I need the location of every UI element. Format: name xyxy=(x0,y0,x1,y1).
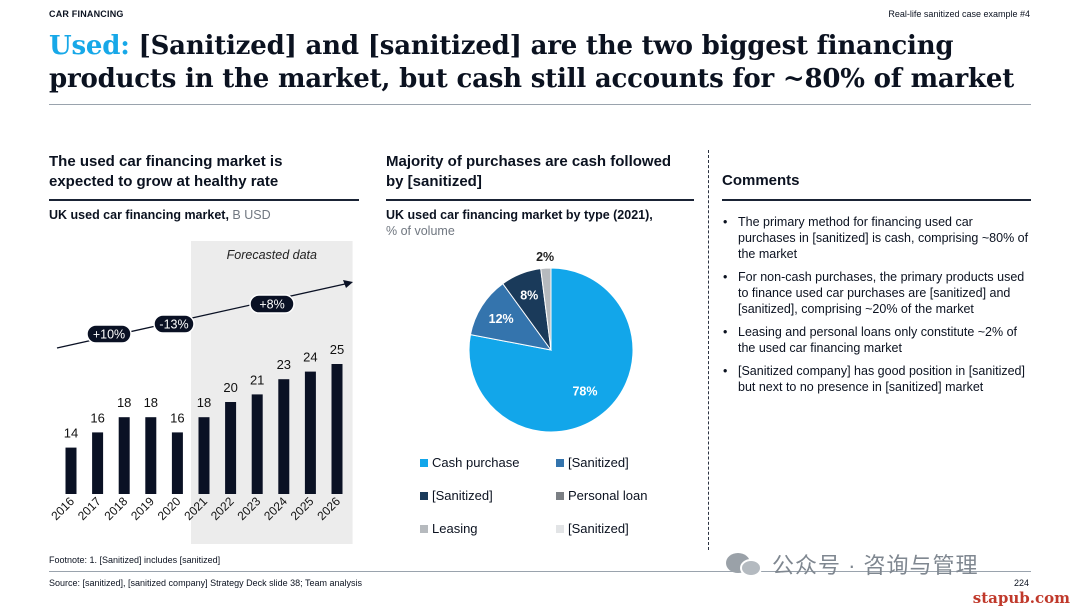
growth-badge-label: +10% xyxy=(93,328,125,342)
pie-slice-label: 78% xyxy=(572,385,597,399)
bar-chart-subtitle: UK used car financing market, B USD xyxy=(49,207,359,223)
comment-item: [Sanitized company] has good position in… xyxy=(722,363,1032,395)
legend-item: Cash purchase xyxy=(420,455,519,470)
bar-chart-subtitle-bold: UK used car financing market, xyxy=(49,208,229,222)
x-tick-label: 2020 xyxy=(155,494,184,523)
bar xyxy=(92,432,104,494)
growth-badge-label: -13% xyxy=(159,318,188,332)
left-section-heading: The used car financing market is expecte… xyxy=(49,153,283,190)
pie-slice xyxy=(540,267,552,351)
x-tick-label: 2019 xyxy=(128,494,157,523)
middle-section-heading: Majority of purchases are cash followed … xyxy=(386,153,672,190)
pie-slice-label: 12% xyxy=(489,312,514,326)
legend-item: Leasing xyxy=(420,521,478,536)
bar xyxy=(118,417,130,494)
legend-item: [Sanitized] xyxy=(556,521,629,536)
legend-swatch xyxy=(556,524,564,533)
bar-value-label: 23 xyxy=(277,357,291,372)
legend-swatch xyxy=(420,458,428,467)
pie-chart-unit: % of volume xyxy=(386,224,455,238)
forecast-region xyxy=(191,241,353,544)
legend-label: [Sanitized] xyxy=(432,488,493,503)
page-number: 224 xyxy=(1014,578,1030,588)
legend-label: [Sanitized] xyxy=(568,455,629,470)
wechat-icon xyxy=(726,549,766,579)
bar xyxy=(65,447,77,494)
bar xyxy=(331,364,343,494)
legend-label: Cash purchase xyxy=(432,455,520,470)
bar-value-label: 18 xyxy=(144,395,158,410)
bar xyxy=(171,432,183,494)
bar-value-label: 14 xyxy=(64,426,78,441)
growth-badge xyxy=(86,324,132,344)
legend-label: Leasing xyxy=(432,521,478,536)
source-note: Source: [sanitized], [sanitized company]… xyxy=(49,578,362,588)
footnote: Footnote: 1. [Sanitized] includes [sanit… xyxy=(49,555,221,565)
legend-swatch xyxy=(556,458,564,467)
bar xyxy=(278,379,290,494)
pie-slice-label: 8% xyxy=(520,289,538,303)
legend-item: [Sanitized] xyxy=(556,455,629,470)
legend-label: [Sanitized] xyxy=(568,521,629,536)
comment-item: The primary method for financing used ca… xyxy=(722,214,1032,262)
pie-chart-subtitle-bold: UK used car financing market by type (20… xyxy=(386,208,653,222)
bar xyxy=(145,417,157,494)
comments-rule xyxy=(722,199,1031,201)
legend-swatch xyxy=(556,491,564,500)
pie-slice-label: 2% xyxy=(536,250,554,264)
growth-badge xyxy=(249,294,295,314)
watermark: 公众号 · 咨询与管理 xyxy=(726,548,979,580)
bar-value-label: 24 xyxy=(303,350,317,365)
bar-value-label: 16 xyxy=(90,410,104,425)
legend-item: [Sanitized] xyxy=(420,488,493,503)
watermark-site: stapub.com xyxy=(972,589,1070,607)
trend-arrow-head xyxy=(343,280,353,288)
bar-value-label: 16 xyxy=(170,410,184,425)
x-tick-label: 2017 xyxy=(75,494,104,523)
page-title: Used: [Sanitized] and [sanitized] are th… xyxy=(49,30,1039,96)
forecast-label: Forecasted data xyxy=(227,248,317,262)
footer-divider xyxy=(49,571,1031,572)
growth-badge-label: +8% xyxy=(259,298,284,312)
bar-value-label: 21 xyxy=(250,372,264,387)
legend-item: Personal loan xyxy=(556,488,648,503)
bar-chart-unit: B USD xyxy=(228,208,271,222)
x-tick-label: 2016 xyxy=(49,494,77,523)
left-section-rule xyxy=(49,199,359,201)
column-divider xyxy=(708,150,709,550)
bar-value-label: 20 xyxy=(223,380,237,395)
bar-value-label: 25 xyxy=(330,342,344,357)
bar xyxy=(251,394,263,494)
pie-slice xyxy=(469,282,553,351)
bar xyxy=(304,371,316,494)
comment-item: Leasing and personal loans only constitu… xyxy=(722,324,1032,356)
title-accent: Used: xyxy=(49,31,130,61)
pie-slice xyxy=(468,267,634,433)
pie-chart: 78% 12% 8% 2% xyxy=(468,250,634,433)
comments-list: The primary method for financing used ca… xyxy=(722,214,1032,402)
comment-item: For non-cash purchases, the primary prod… xyxy=(722,269,1032,317)
pie-chart-subtitle: UK used car financing market by type (20… xyxy=(386,207,696,239)
bar xyxy=(225,402,237,494)
legend-swatch xyxy=(420,491,428,500)
bar xyxy=(198,417,210,494)
middle-section-rule xyxy=(386,199,694,201)
case-label: Real-life sanitized case example #4 xyxy=(888,9,1030,19)
section-label: CAR FINANCING xyxy=(49,9,124,19)
bar-value-label: 18 xyxy=(197,395,211,410)
watermark-text: 公众号 · 咨询与管理 xyxy=(772,553,979,578)
growth-badge xyxy=(153,314,195,334)
bar-chart: Forecasted data1420161620171820181820191… xyxy=(49,241,353,544)
legend-label: Personal loan xyxy=(568,488,648,503)
bar-value-label: 18 xyxy=(117,395,131,410)
title-text: [Sanitized] and [sanitized] are the two … xyxy=(49,31,1014,94)
title-divider xyxy=(49,104,1031,105)
comments-heading: Comments xyxy=(722,172,800,189)
x-tick-label: 2018 xyxy=(102,494,131,523)
legend-swatch xyxy=(420,524,428,533)
